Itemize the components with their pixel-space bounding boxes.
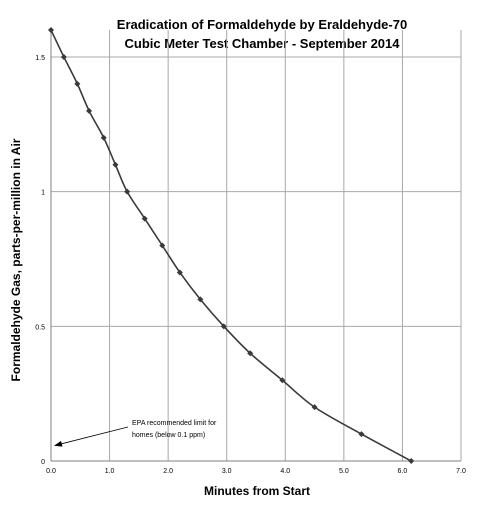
chart-title: Eradication of Formaldehyde by Eraldehyd… (117, 17, 407, 32)
x-tick-label: 4.0 (280, 468, 290, 475)
x-tick-label: 7.0 (456, 468, 466, 475)
x-tick-label: 5.0 (339, 468, 349, 475)
data-point (311, 404, 318, 411)
annotation-arrow (54, 426, 129, 447)
data-point (141, 215, 148, 222)
data-point (100, 134, 107, 141)
grid (51, 30, 462, 461)
chart-subtitle: Cubic Meter Test Chamber - September 201… (124, 36, 400, 51)
data-point (48, 27, 54, 33)
series-layer (48, 27, 415, 464)
data-point (112, 161, 119, 168)
x-tick-label: 3.0 (222, 468, 232, 475)
data-point (220, 323, 227, 330)
y-axis-title: Formaldehyde Gas, parts-per-million in A… (9, 138, 23, 381)
x-axis-title: Minutes from Start (204, 484, 310, 498)
data-point (159, 242, 166, 249)
data-point (124, 188, 131, 195)
annotation-layer: EPA recommended limit for homes (below 0.… (54, 420, 217, 447)
data-point (247, 350, 254, 357)
data-point (358, 431, 365, 438)
x-tick-label: 2.0 (163, 468, 173, 475)
y-tick-label: 1 (41, 190, 45, 197)
data-point (86, 107, 93, 114)
data-point (60, 53, 67, 60)
data-point (279, 377, 286, 384)
series-line (50, 29, 412, 462)
y-tick-label: 1.5 (35, 55, 45, 62)
data-point (74, 80, 81, 87)
data-point (176, 269, 183, 276)
x-tick-label: 1.0 (105, 468, 115, 475)
tick-labels: 0.0 1.0 2.0 3.0 4.0 5.0 6.0 7.0 0 0.5 1 1.5 (35, 55, 466, 475)
y-tick-label: 0 (41, 459, 45, 466)
data-point (197, 296, 204, 303)
annotation-text: homes (below 0.1 ppm) (132, 432, 205, 439)
x-tick-label: 0.0 (46, 468, 56, 475)
axes (50, 30, 461, 462)
annotation-text: EPA recommended limit for (132, 420, 217, 427)
data-point (408, 458, 415, 464)
x-tick-label: 6.0 (398, 468, 408, 475)
y-tick-label: 0.5 (35, 324, 45, 331)
